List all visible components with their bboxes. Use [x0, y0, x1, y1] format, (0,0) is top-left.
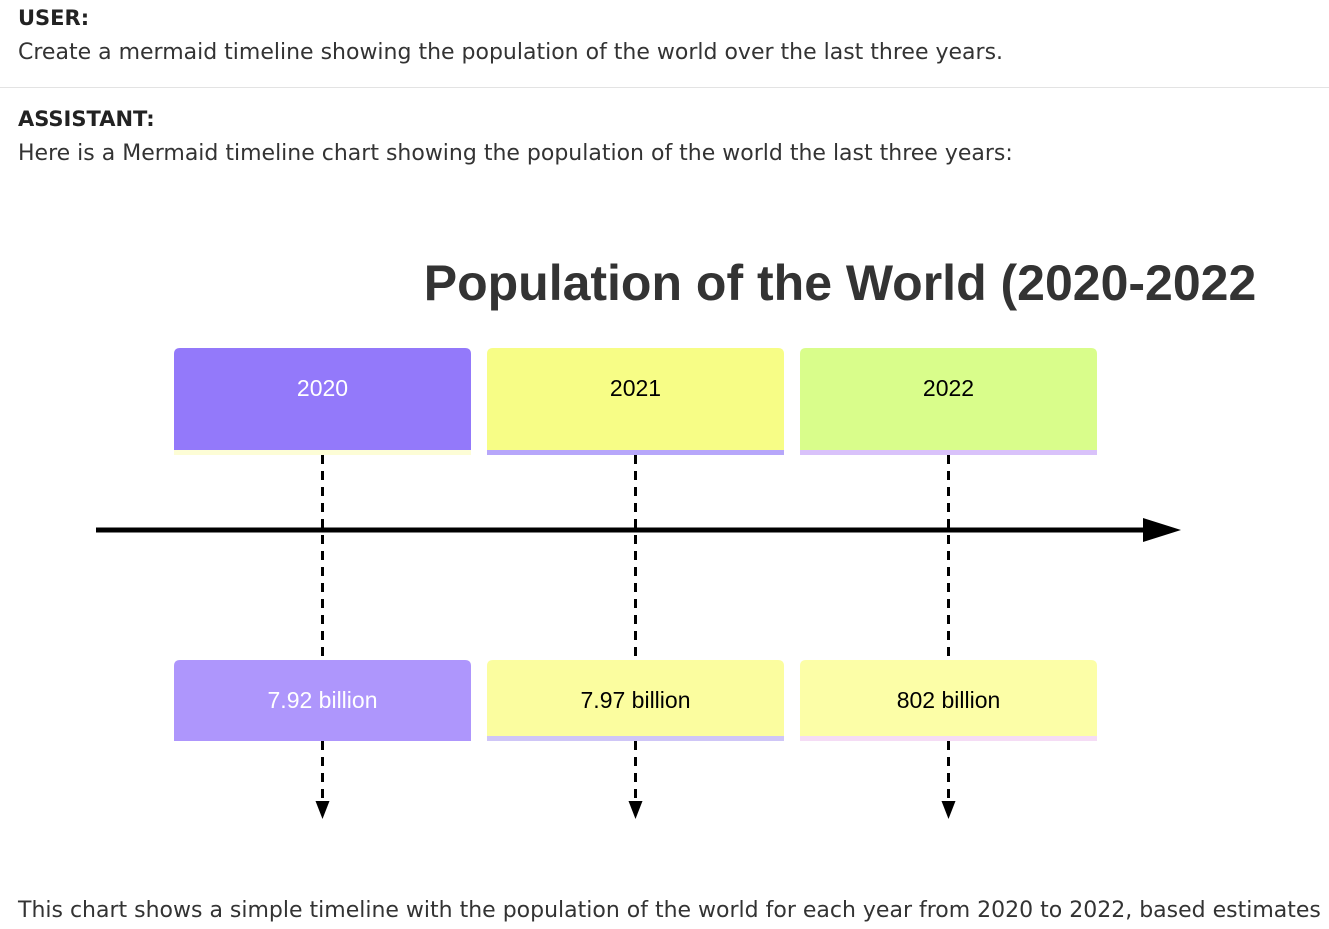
- event-box: [800, 660, 1097, 736]
- period-box-underline: [174, 450, 471, 455]
- message-divider: [0, 87, 1329, 88]
- event-box-underline: [800, 736, 1097, 741]
- timeline-axis: [96, 518, 1181, 542]
- timeline-period-2020: 2020 7.92 billion: [174, 348, 471, 819]
- down-arrow-icon: [628, 801, 643, 819]
- event-box: [174, 660, 471, 736]
- down-arrow-icon: [941, 801, 956, 819]
- periods-layer: 2020 7.92 billion 2021 7.97 billion 2022 802 …: [174, 348, 1097, 819]
- user-message: Create a mermaid timeline showing the po…: [18, 40, 1004, 65]
- period-box: [487, 348, 784, 450]
- event-box-underline: [174, 736, 471, 741]
- period-label: 2022: [923, 375, 974, 401]
- period-box-underline: [487, 450, 784, 455]
- timeline-diagram: Population of the World (2020-2022 2020 7…: [96, 255, 1257, 819]
- user-role-label: USER:: [18, 6, 90, 30]
- period-box: [174, 348, 471, 450]
- timeline-period-2021: 2021 7.97 billion: [487, 348, 784, 819]
- period-label: 2021: [610, 375, 661, 401]
- down-arrow-icon: [315, 801, 330, 819]
- timeline-period-2022: 2022 802 billion: [800, 348, 1097, 819]
- assistant-footer: This chart shows a simple timeline with …: [18, 898, 1321, 923]
- period-label: 2020: [297, 375, 348, 401]
- assistant-intro: Here is a Mermaid timeline chart showing…: [18, 141, 1013, 166]
- event-box: [487, 660, 784, 736]
- event-label: 7.97 billion: [581, 687, 691, 713]
- period-box: [800, 348, 1097, 450]
- assistant-role-label: ASSISTANT:: [18, 107, 155, 131]
- period-box-underline: [800, 450, 1097, 455]
- event-label: 7.92 billion: [268, 687, 378, 713]
- event-label: 802 billion: [897, 687, 1001, 713]
- timeline-title: Population of the World (2020-2022: [424, 255, 1257, 311]
- event-box-underline: [487, 736, 784, 741]
